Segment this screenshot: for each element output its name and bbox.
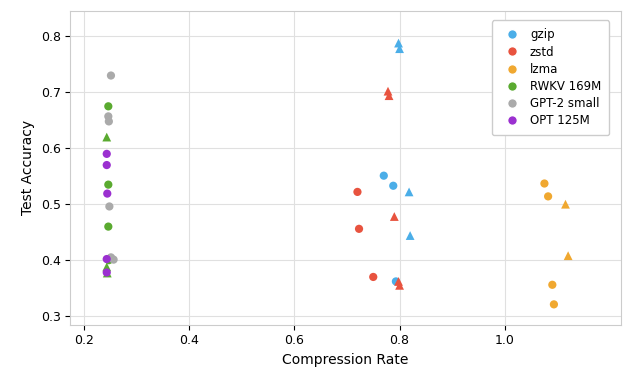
lzma <box>547 282 557 288</box>
RWKV 169M <box>104 257 114 263</box>
OPT 125M <box>102 256 112 262</box>
GPT-2 small <box>104 203 115 209</box>
Y-axis label: Test Accuracy: Test Accuracy <box>21 120 35 216</box>
OPT 125M <box>102 162 112 168</box>
Point <box>555 54 565 60</box>
Point <box>404 189 414 195</box>
zstd <box>354 226 364 232</box>
GPT-2 small <box>106 254 116 260</box>
GPT-2 small <box>106 72 116 78</box>
Point <box>389 213 399 219</box>
OPT 125M <box>102 269 112 275</box>
gzip <box>388 183 398 189</box>
RWKV 169M <box>103 103 113 109</box>
lzma <box>548 301 559 307</box>
Point <box>394 46 404 51</box>
X-axis label: Compression Rate: Compression Rate <box>282 353 409 367</box>
zstd <box>353 189 363 195</box>
Point <box>394 40 404 46</box>
gzip <box>391 278 401 284</box>
Point <box>102 270 113 276</box>
OPT 125M <box>102 191 113 197</box>
Point <box>102 264 112 270</box>
Point <box>102 134 112 140</box>
Point <box>563 253 573 259</box>
Point <box>394 278 404 284</box>
RWKV 169M <box>103 182 113 188</box>
GPT-2 small <box>104 119 114 125</box>
Point <box>405 233 415 239</box>
Point <box>394 282 404 288</box>
Point <box>384 93 394 99</box>
GPT-2 small <box>103 113 113 119</box>
zstd <box>368 274 378 280</box>
OPT 125M <box>102 151 112 157</box>
lzma <box>543 193 553 199</box>
GPT-2 small <box>108 257 118 263</box>
Legend: gzip, zstd, lzma, RWKV 169M, GPT-2 small, OPT 125M: gzip, zstd, lzma, RWKV 169M, GPT-2 small… <box>492 20 609 135</box>
lzma <box>540 181 550 186</box>
Point <box>383 88 393 94</box>
Point <box>561 201 571 207</box>
gzip <box>379 173 389 179</box>
Point <box>552 25 562 31</box>
RWKV 169M <box>103 223 113 229</box>
